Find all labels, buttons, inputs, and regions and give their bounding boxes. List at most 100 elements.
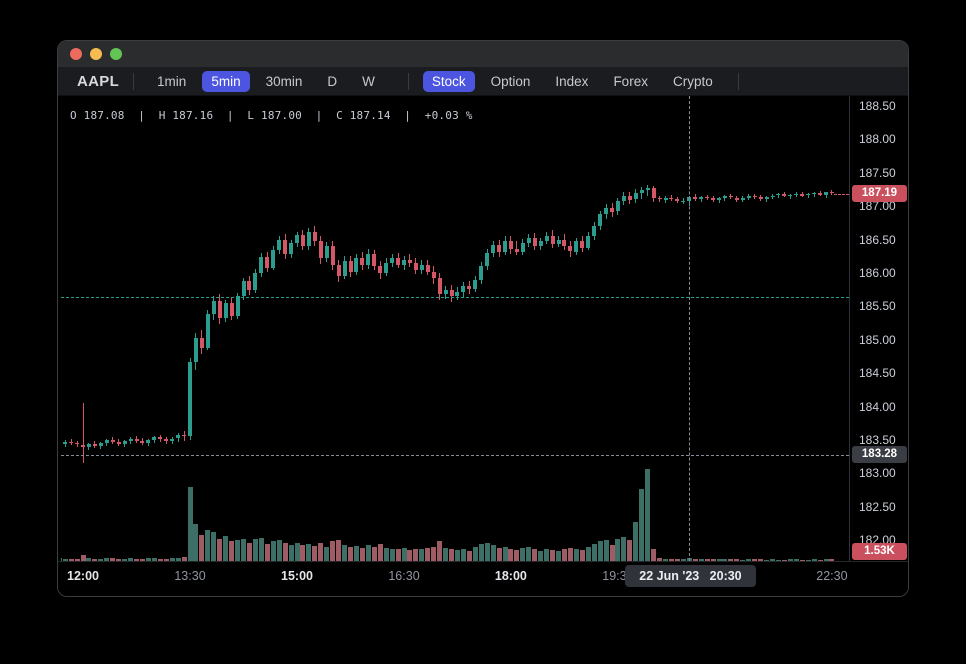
minimize-button[interactable] (90, 48, 102, 60)
candle-body (651, 187, 656, 199)
candle-body (467, 286, 472, 289)
last-price-line (833, 193, 849, 195)
candle-body (580, 240, 585, 248)
volume-bar (484, 542, 490, 561)
price-tick-label: 183.00 (859, 466, 896, 481)
volume-bar (704, 559, 710, 561)
volume-bar (229, 541, 235, 561)
volume-bar (389, 548, 395, 561)
volume-bar (134, 558, 139, 561)
candle-body (574, 240, 579, 252)
volume-bar (145, 558, 151, 561)
time-axis[interactable]: 22 Jun '23 20:30 12:00 13:30 15:00 16:30 18:… (58, 561, 908, 596)
volume-bar (110, 558, 116, 561)
volume-bar (139, 559, 145, 561)
tab-30min[interactable]: 30min (257, 71, 312, 92)
candle-body (390, 258, 395, 263)
volume-bar (651, 549, 657, 561)
volume-bar (728, 559, 734, 561)
volume-badge: 1.53K (852, 543, 907, 560)
zoom-button[interactable] (110, 48, 122, 60)
volume-bar (199, 534, 205, 561)
candle-body (788, 194, 793, 197)
volume-bar (235, 540, 240, 561)
volume-bar (520, 547, 526, 561)
candle-body (449, 289, 454, 296)
price-tick-label: 186.00 (859, 265, 896, 280)
volume-bar (276, 540, 282, 561)
volume-bar (62, 558, 68, 561)
candle-body (752, 195, 757, 197)
candle-body (818, 192, 822, 195)
reference-price-line (61, 297, 849, 298)
volume-bar (585, 546, 591, 561)
candle-body (508, 240, 513, 249)
volume-bar (336, 540, 342, 561)
volume-bar (86, 558, 92, 561)
volume-bar (264, 543, 270, 561)
volume-bar (758, 559, 764, 561)
candle-body (829, 192, 834, 194)
volume-bar (460, 549, 466, 561)
volume-bar (151, 558, 157, 561)
close-button[interactable] (70, 48, 82, 60)
volume-bar (163, 559, 169, 561)
candle-body (794, 193, 799, 195)
crosshair-time-badge: 22 Jun '23 20:30 (625, 565, 756, 587)
candle-body (538, 240, 543, 247)
volume-bar (508, 548, 514, 561)
candle-body (598, 214, 603, 227)
tab-option[interactable]: Option (482, 71, 540, 92)
volume-bar (603, 540, 609, 561)
volume-bar (627, 540, 633, 561)
volume-bar (365, 545, 371, 561)
volume-bar (312, 545, 318, 561)
tab-forex[interactable]: Forex (604, 71, 657, 92)
candle-body (800, 193, 805, 196)
candle-body (431, 271, 436, 279)
tab-index[interactable]: Index (546, 71, 597, 92)
time-tick-label: 15:00 (281, 569, 313, 583)
candle-body (663, 197, 668, 200)
candle-body (627, 195, 632, 200)
candle-body (437, 278, 442, 295)
candle-body (782, 194, 787, 197)
tab-1min[interactable]: 1min (148, 71, 195, 92)
tab-daily[interactable]: D (318, 71, 346, 92)
volume-bar (294, 542, 300, 561)
tab-5min[interactable]: 5min (202, 70, 250, 92)
volume-bar (122, 558, 128, 561)
candle-body (514, 248, 519, 252)
candlestick-plot[interactable]: O 187.08 | H 187.16 | L 187.00 | C 187.1… (61, 96, 849, 561)
candle-body (324, 246, 329, 259)
candle-body (615, 200, 620, 212)
tab-crypto[interactable]: Crypto (664, 71, 722, 92)
volume-bar (496, 547, 502, 561)
volume-bar (609, 545, 615, 561)
candle-body (140, 440, 145, 443)
candle-wick (82, 403, 84, 464)
candle-body (176, 435, 181, 439)
window-titlebar (58, 41, 908, 67)
price-axis[interactable]: 187.19 183.28 1.53K 188.50 188.00 187.50 18… (849, 96, 908, 561)
candle-body (306, 231, 311, 247)
candle-body (104, 439, 109, 444)
toolbar-divider (407, 72, 409, 90)
candle-body (366, 254, 371, 265)
candle-body (110, 439, 115, 442)
volume-bar (775, 559, 781, 561)
candle-body (485, 252, 490, 267)
candle-body (770, 195, 775, 197)
candle-body (241, 281, 246, 297)
volume-bar (252, 539, 258, 561)
volume-bar (419, 549, 425, 561)
candle-body (152, 437, 157, 440)
volume-bar (157, 558, 163, 561)
volume-bar (258, 538, 264, 561)
tab-stock[interactable]: Stock (422, 70, 475, 92)
tab-weekly[interactable]: W (353, 71, 384, 92)
candle-body (360, 258, 365, 265)
chart-region: O 187.08 | H 187.16 | L 187.00 | C 187.1… (58, 96, 908, 561)
volume-bar (217, 538, 223, 561)
price-tick-label: 186.50 (859, 232, 896, 247)
